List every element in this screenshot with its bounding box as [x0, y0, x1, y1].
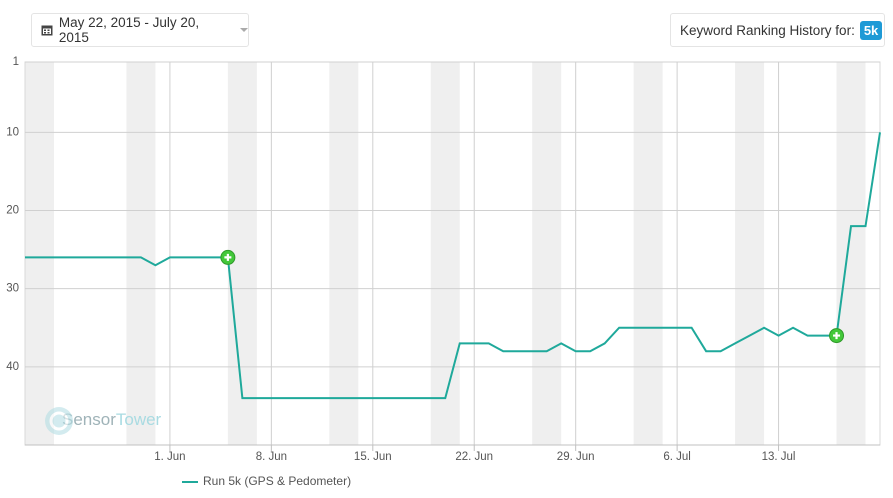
weekend-band [430, 62, 460, 445]
y-tick-label: 20 [6, 205, 19, 217]
legend-label: Run 5k (GPS & Pedometer) [203, 474, 351, 488]
calendar-icon [41, 25, 53, 36]
logo-ring [45, 407, 73, 435]
x-tick-label: 8. Jun [256, 451, 287, 463]
date-range: May 22, 2015 - July 20, 2015 [58, 15, 200, 45]
x-tick-label: 29. Jun [557, 451, 595, 463]
event-circle [829, 328, 845, 344]
event-circle [220, 249, 236, 265]
event-marker [829, 328, 845, 344]
y-tick-label: 30 [6, 283, 19, 295]
plot-area [24, 61, 881, 446]
weekend-band [836, 62, 866, 445]
event-plus [224, 253, 232, 261]
x-tick-label: 6. Jul [663, 451, 691, 463]
x-tick-label: 15. Jun [354, 451, 392, 463]
y-tick-label: 1 [13, 56, 19, 68]
keyword-badge[interactable]: 5k [859, 20, 883, 40]
event-marker [220, 249, 236, 265]
logo-inner [49, 411, 69, 431]
date-range-picker[interactable]: May 22, 2015 - July 20, 2015 [31, 13, 249, 47]
keyword-box: Keyword Ranking History for: 5k [670, 13, 885, 47]
ranking-label: Keyword Ranking History for: [680, 22, 855, 38]
watermark: SensorTower [62, 410, 162, 429]
weekend-band [25, 62, 54, 445]
weekend-band [633, 62, 663, 445]
weekend-band [227, 62, 257, 445]
caret [240, 28, 248, 32]
weekend-band [329, 62, 359, 445]
watermark-logo [45, 407, 73, 435]
x-tick-label: 1. Jun [154, 451, 185, 463]
weekend-band [126, 62, 156, 445]
series-line [25, 132, 881, 400]
y-tick-label: 10 [6, 126, 19, 138]
event-plus [833, 332, 841, 340]
weekend-band [735, 62, 765, 445]
y-tick-label: 40 [6, 361, 19, 373]
x-tick-label: 22. Jun [455, 451, 493, 463]
x-tick-label: 13. Jul [762, 451, 796, 463]
weekend-band [532, 62, 562, 445]
watermark-part: Tower [116, 410, 162, 429]
watermark-part: Sensor [62, 410, 116, 429]
